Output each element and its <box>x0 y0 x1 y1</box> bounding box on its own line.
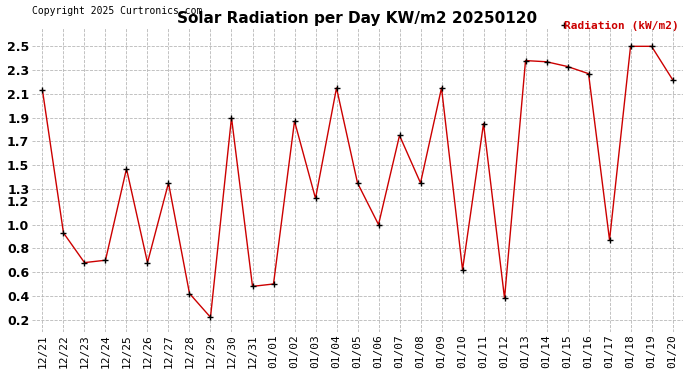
Radiation (kW/m2) <box>39 88 47 93</box>
Radiation (kW/m2) <box>333 86 341 90</box>
Radiation (kW/m2) <box>627 44 635 49</box>
Radiation (kW/m2) <box>59 231 68 235</box>
Radiation (kW/m2) <box>669 77 677 82</box>
Radiation (kW/m2) <box>542 60 551 64</box>
Radiation (kW/m2) <box>522 58 530 63</box>
Radiation (kW/m2) <box>353 181 362 185</box>
Radiation (kW/m2) <box>144 260 152 265</box>
Radiation (kW/m2) <box>500 296 509 300</box>
Radiation (kW/m2) <box>564 64 572 69</box>
Radiation (kW/m2) <box>228 116 236 120</box>
Radiation (kW/m2) <box>375 222 383 227</box>
Text: Copyright 2025 Curtronics.com: Copyright 2025 Curtronics.com <box>32 6 202 16</box>
Legend: Radiation (kW/m2): Radiation (kW/m2) <box>560 16 683 35</box>
Line: Radiation (kW/m2): Radiation (kW/m2) <box>39 43 676 321</box>
Radiation (kW/m2) <box>122 166 130 171</box>
Radiation (kW/m2) <box>605 238 613 242</box>
Radiation (kW/m2) <box>290 119 299 123</box>
Radiation (kW/m2) <box>437 86 446 90</box>
Radiation (kW/m2) <box>395 133 404 138</box>
Radiation (kW/m2) <box>416 181 424 185</box>
Radiation (kW/m2) <box>164 181 172 185</box>
Radiation (kW/m2) <box>480 122 488 126</box>
Radiation (kW/m2) <box>269 282 277 286</box>
Radiation (kW/m2) <box>206 315 215 320</box>
Radiation (kW/m2) <box>458 267 466 272</box>
Radiation (kW/m2) <box>101 258 110 262</box>
Radiation (kW/m2) <box>311 196 319 201</box>
Radiation (kW/m2) <box>647 44 655 49</box>
Radiation (kW/m2) <box>248 284 257 289</box>
Radiation (kW/m2) <box>186 291 194 296</box>
Title: Solar Radiation per Day KW/m2 20250120: Solar Radiation per Day KW/m2 20250120 <box>177 11 538 26</box>
Radiation (kW/m2) <box>584 71 593 76</box>
Radiation (kW/m2) <box>80 260 88 265</box>
